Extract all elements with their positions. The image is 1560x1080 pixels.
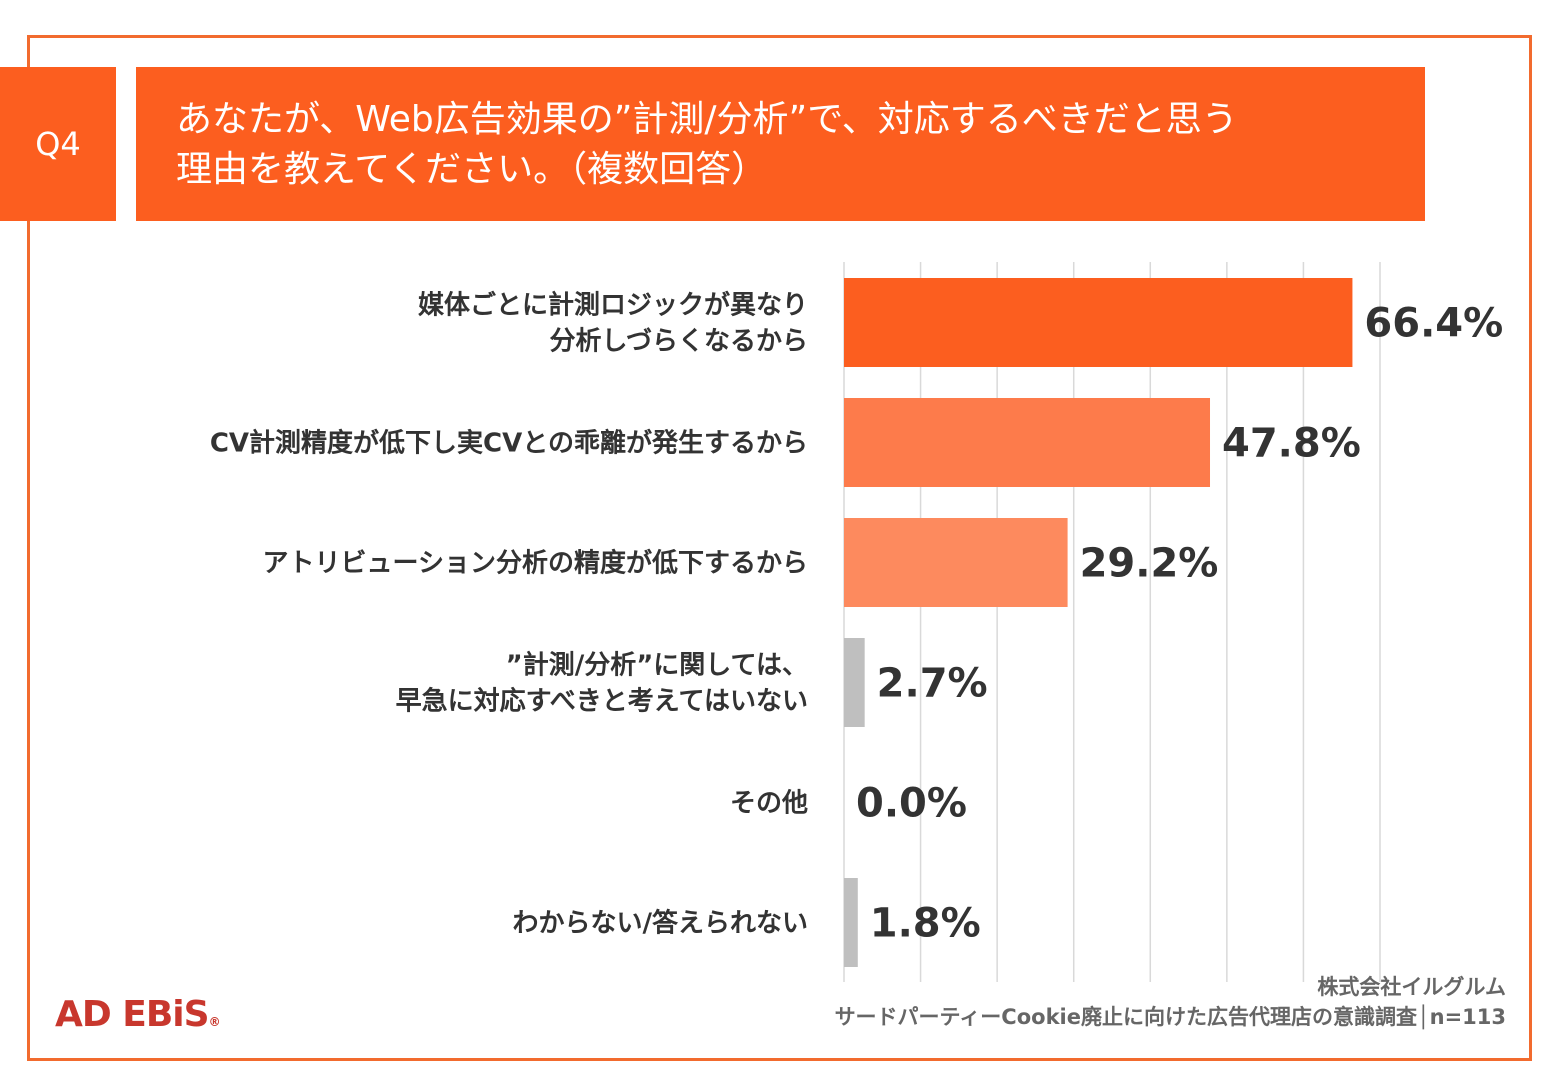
source-note: 株式会社イルグルム サードパーティーCookie廃止に向けた広告代理店の意識調査… <box>835 972 1506 1032</box>
question-title-line-2: 理由を教えてください。（複数回答） <box>176 149 768 190</box>
category-label-3-1: 早急に対応すべきと考えてはいない <box>396 686 808 717</box>
category-label-1-0: CV計測精度が低下し実CVとの乖離が発生するから <box>210 428 808 459</box>
category-label-4-0: その他 <box>730 789 808 819</box>
question-title-line-1: あなたが、Web広告効果の”計測/分析”で、対応するべきだと思う <box>176 99 1238 140</box>
outer-frame <box>27 35 1532 1061</box>
company-name: 株式会社イルグルム <box>1317 975 1506 999</box>
category-label-3-0: ”計測/分析”に関しては、 <box>506 650 808 681</box>
value-label-1: 47.8% <box>1222 421 1361 467</box>
value-label-3: 2.7% <box>877 661 988 707</box>
category-label-0-0: 媒体ごとに計測ロジックが異なり <box>418 290 808 321</box>
category-label-2-0: アトリビューション分析の精度が低下するから <box>263 548 808 579</box>
adebis-logo: AD EBiS® <box>55 994 221 1035</box>
logo-text: AD EBiS <box>55 994 210 1035</box>
bar-2 <box>844 518 1068 607</box>
logo-registered-mark: ® <box>208 1015 221 1029</box>
bar-5 <box>844 878 858 967</box>
value-label-4: 0.0% <box>856 781 967 827</box>
question-badge: Q4 <box>0 67 116 221</box>
value-label-2: 29.2% <box>1080 541 1219 587</box>
value-label-5: 1.8% <box>870 901 981 947</box>
value-label-0: 66.4% <box>1364 301 1503 347</box>
category-label-0-1: 分析しづらくなるから <box>550 327 808 357</box>
category-label-5-0: わからない/答えられない <box>513 908 809 939</box>
survey-source: サードパーティーCookie廃止に向けた広告代理店の意識調査│n=113 <box>834 1005 1506 1029</box>
question-title-box: あなたが、Web広告効果の”計測/分析”で、対応するべきだと思う 理由を教えてく… <box>136 67 1425 221</box>
bar-1 <box>844 398 1211 487</box>
bar-3 <box>844 638 865 727</box>
bar-0 <box>844 278 1353 367</box>
